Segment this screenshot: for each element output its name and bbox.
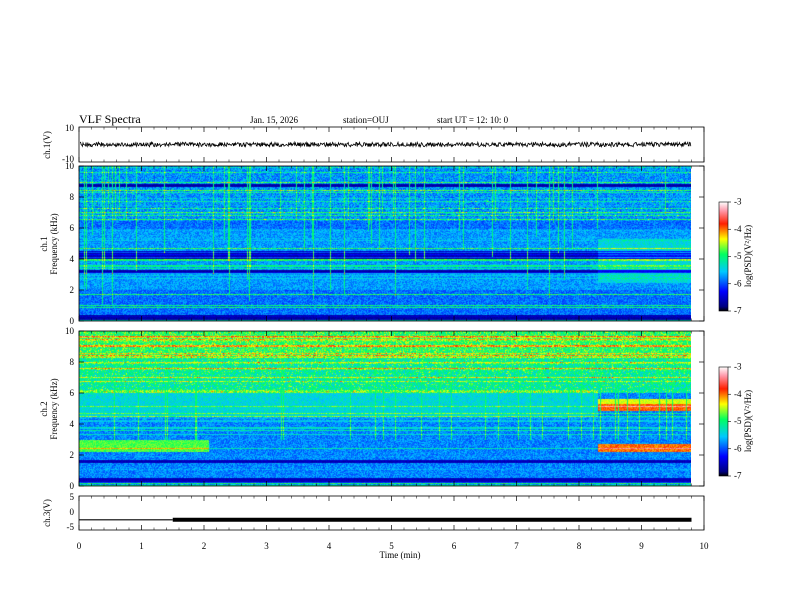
cb2-tick-label: -3 — [734, 362, 742, 372]
cb2-tick-label: -6 — [734, 443, 742, 453]
xtick-label: 3 — [264, 541, 269, 551]
xtick-label: 10 — [700, 541, 710, 551]
xtick-label: 0 — [77, 541, 82, 551]
ch2-spectrogram-panel: 0 2 4 6 8 10 ch.2 Frequency (kHz) — [39, 326, 705, 491]
ch2-spec-ylabel-channel: ch.2 — [39, 401, 49, 416]
ch3-ytick-5: 5 — [70, 492, 75, 502]
ch2-spectrogram-image — [79, 331, 691, 486]
spec2-ytick-label: 4 — [70, 419, 75, 429]
ch3-waveform-panel: 5 0 -5 ch.3(V) 0 1 2 3 4 5 6 7 8 9 10 Time (min) — [42, 492, 709, 560]
ch3-ytick-minus5: -5 — [67, 522, 75, 532]
start-time-label: start UT = 12: 10: 0 — [437, 115, 509, 125]
cb2-tick-label: -4 — [734, 389, 742, 399]
ch1-colorbar: -3 -4 -5 -6 -7 log(PSD)(V²/Hz) — [718, 197, 753, 316]
spec2-ytick-label: 6 — [70, 388, 75, 398]
spec1-ytick-label: 6 — [70, 223, 75, 233]
figure-title: VLF Spectra — [79, 112, 141, 126]
ch1-spectrogram-panel: 0 2 4 6 8 10 ch.1 Frequency (kHz) — [39, 161, 705, 326]
ch1-ytick-bottom: -10 — [62, 154, 74, 164]
spec2-ytick-label: 0 — [70, 481, 75, 491]
spec1-ytick-label: 0 — [70, 316, 75, 326]
cb1-tick-label: -6 — [734, 278, 742, 288]
ch1-ylabel: ch.1(V) — [42, 131, 52, 159]
spec1-ytick-label: 4 — [70, 254, 75, 264]
ch1-waveform-panel: 10 -10 ch.1(V) — [42, 123, 705, 164]
xtick-label: 2 — [202, 541, 207, 551]
spec2-ytick-label: 10 — [65, 326, 75, 336]
spec1-ytick-label: 8 — [70, 192, 75, 202]
ch2-colorbar: -3 -4 -5 -6 -7 log(PSD)(V²/Hz) — [718, 362, 753, 481]
xtick-label: 1 — [139, 541, 144, 551]
x-axis-title: Time (min) — [380, 550, 421, 560]
ch2-colorbar-label: log(PSD)(V²/Hz) — [743, 390, 753, 452]
date-label: Jan. 15, 2026 — [250, 115, 298, 125]
spec2-ytick-label: 8 — [70, 357, 75, 367]
xtick-label: 8 — [577, 541, 582, 551]
ch2-spec-ylabel-frequency: Frequency (kHz) — [49, 378, 59, 439]
xtick-label: 5 — [389, 541, 394, 551]
cb1-tick-label: -4 — [734, 224, 742, 234]
ch1-spec-ylabel-frequency: Frequency (kHz) — [49, 213, 59, 274]
ch1-colorbar-label: log(PSD)(V²/Hz) — [743, 225, 753, 287]
xtick-label: 6 — [452, 541, 457, 551]
xtick-label: 7 — [514, 541, 519, 551]
cb1-tick-label: -3 — [734, 197, 742, 207]
ch1-spectrogram-image — [79, 166, 691, 321]
ch1-waveform-line — [80, 140, 692, 149]
station-label: station=OUJ — [343, 115, 389, 125]
ch1-spec-ylabel-channel: ch.1 — [39, 236, 49, 251]
cb1-tick-label: -7 — [734, 306, 742, 316]
cb1-tick-label: -5 — [734, 251, 742, 261]
cb2-tick-label: -5 — [734, 416, 742, 426]
spec1-ytick-label: 10 — [65, 161, 75, 171]
ch3-ylabel: ch.3(V) — [42, 499, 52, 527]
xtick-label: 9 — [639, 541, 644, 551]
spec2-ytick-label: 2 — [70, 450, 75, 460]
xtick-label: 4 — [327, 541, 332, 551]
ch1-ytick-top: 10 — [65, 123, 75, 133]
spec1-ytick-label: 2 — [70, 285, 75, 295]
cb2-tick-label: -7 — [734, 471, 742, 481]
ch3-ytick-0: 0 — [70, 507, 75, 517]
